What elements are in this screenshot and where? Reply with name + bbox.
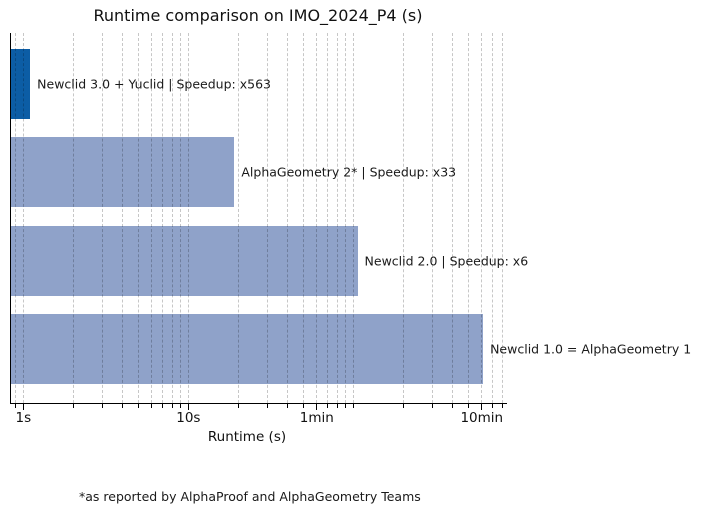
bar-label-2: Newclid 2.0 | Speedup: x6 — [364, 253, 529, 269]
x-minor-tick — [345, 404, 347, 408]
x-minor-tick — [15, 404, 17, 408]
gridline — [352, 33, 354, 403]
x-major-tick — [481, 404, 483, 410]
x-axis-title: Runtime (s) — [207, 429, 287, 445]
gridline — [266, 33, 268, 403]
x-tick-label-2: 1min — [299, 410, 334, 426]
gridline — [345, 33, 347, 403]
x-minor-tick — [336, 404, 338, 408]
x-minor-tick — [237, 404, 239, 408]
x-minor-tick — [501, 404, 503, 408]
gridline — [287, 33, 289, 403]
x-major-tick — [316, 404, 318, 410]
x-major-tick — [187, 404, 189, 410]
runtime-bar-1 — [10, 137, 235, 208]
gridline — [237, 33, 239, 403]
gridline — [72, 33, 74, 403]
x-minor-tick — [492, 404, 494, 408]
gridline — [151, 33, 153, 403]
x-minor-tick — [171, 404, 173, 408]
footnote: *as reported by AlphaProof and AlphaGeom… — [79, 489, 421, 504]
gridline — [15, 33, 17, 403]
x-tick-label-1: 10s — [176, 410, 201, 426]
runtime-bar-2 — [10, 225, 358, 296]
gridline — [468, 33, 470, 403]
x-minor-tick — [431, 404, 433, 408]
gridline — [122, 33, 124, 403]
gridline — [402, 33, 404, 403]
x-tick-label-0: 1s — [15, 410, 32, 426]
gridline — [431, 33, 433, 403]
chart-title: Runtime comparison on IMO_2024_P4 (s) — [93, 6, 423, 25]
gridline — [327, 33, 329, 403]
x-minor-tick — [122, 404, 124, 408]
gridline — [316, 33, 318, 403]
gridline — [162, 33, 164, 403]
x-minor-tick — [162, 404, 164, 408]
x-minor-tick — [151, 404, 153, 408]
gridline — [187, 33, 189, 403]
x-minor-tick — [452, 404, 454, 408]
x-axis-spine — [10, 403, 507, 404]
gridline — [180, 33, 182, 403]
gridline — [501, 33, 503, 403]
gridline — [336, 33, 338, 403]
x-major-tick — [22, 404, 24, 410]
runtime-bar-0 — [10, 49, 31, 119]
gridline — [303, 33, 305, 403]
x-minor-tick — [402, 404, 404, 408]
gridline — [101, 33, 103, 403]
gridline — [452, 33, 454, 403]
bar-label-1: AlphaGeometry 2* | Speedup: x33 — [241, 164, 457, 180]
x-minor-tick — [327, 404, 329, 408]
gridline — [138, 33, 140, 403]
gridline — [22, 33, 24, 403]
x-minor-tick — [101, 404, 103, 408]
x-minor-tick — [352, 404, 354, 408]
runtime-bar-3 — [10, 313, 484, 384]
x-minor-tick — [72, 404, 74, 408]
x-minor-tick — [266, 404, 268, 408]
x-minor-tick — [180, 404, 182, 408]
gridline — [171, 33, 173, 403]
y-axis-spine — [10, 33, 11, 403]
bar-label-3: Newclid 1.0 = AlphaGeometry 1 — [490, 341, 692, 357]
x-tick-label-3: 10min — [460, 410, 504, 426]
x-minor-tick — [468, 404, 470, 408]
x-minor-tick — [287, 404, 289, 408]
x-minor-tick — [138, 404, 140, 408]
gridline — [481, 33, 483, 403]
x-minor-tick — [303, 404, 305, 408]
gridline — [492, 33, 494, 403]
bar-label-0: Newclid 3.0 + Yuclid | Speedup: x563 — [37, 76, 271, 92]
